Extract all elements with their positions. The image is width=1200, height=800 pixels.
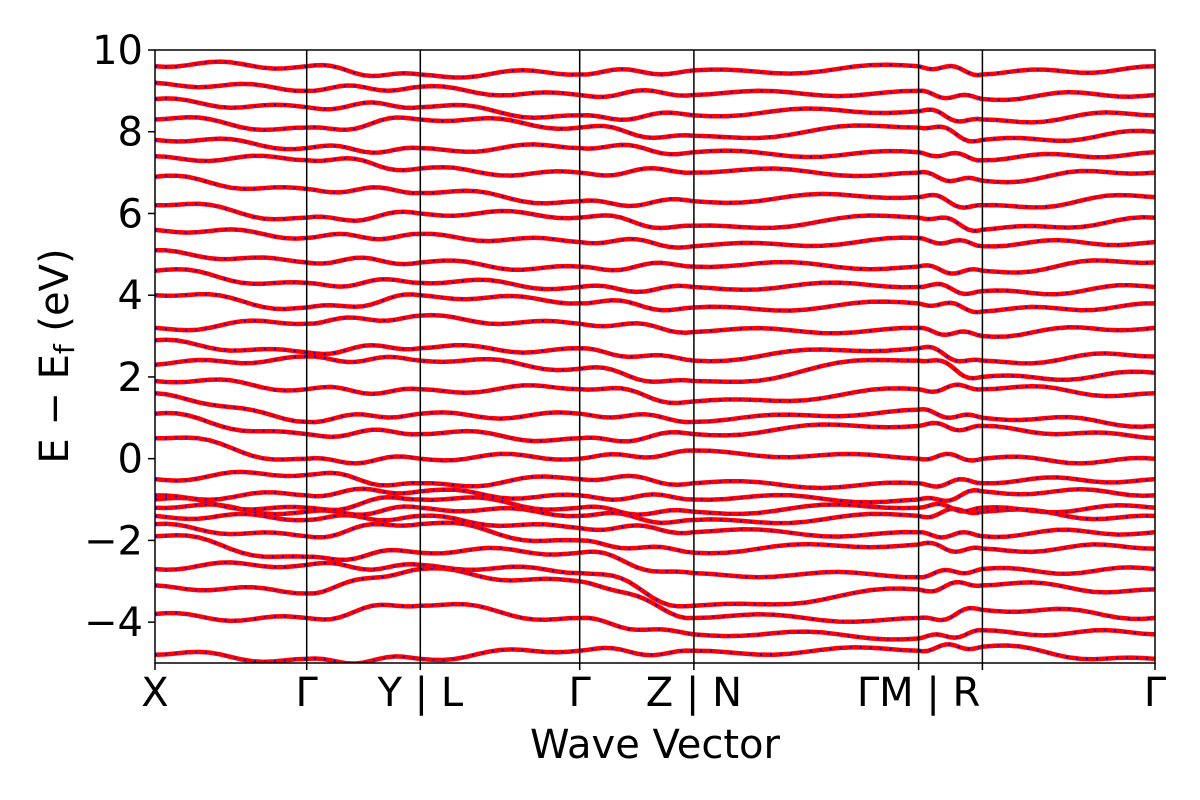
x-tick-label: Γ [1144, 670, 1167, 716]
band-line-red-19 [155, 266, 1155, 297]
band-line-blue-3 [155, 561, 1155, 608]
x-tick-label: Z | N [646, 670, 742, 716]
y-tick-label: 0 [118, 437, 143, 483]
band-line-blue-15 [155, 355, 1155, 383]
band-line-blue-10 [155, 470, 1155, 490]
band-line-red-2 [155, 566, 1155, 625]
band-line-blue-25 [155, 137, 1155, 162]
band-line-blue-16 [155, 338, 1155, 365]
band-line-blue-4 [155, 534, 1155, 579]
y-tick-label: 10 [92, 28, 143, 74]
band-line-blue-6 [155, 512, 1155, 539]
band-line-blue-29 [155, 60, 1155, 79]
y-tick-label: −4 [84, 600, 143, 646]
y-axis-label-subscript: f [48, 343, 81, 354]
band-line-blue-28 [155, 81, 1155, 101]
band-line-blue-0 [155, 643, 1155, 663]
band-line-blue-5 [155, 521, 1155, 555]
x-tick-label: Γ [296, 670, 319, 716]
band-line-blue-2 [155, 567, 1155, 623]
band-line-blue-17 [155, 314, 1155, 338]
band-line-blue-27 [155, 97, 1155, 124]
band-line-red-12 [155, 410, 1155, 444]
x-axis-label: Wave Vector [530, 722, 781, 768]
band-line-red-26 [155, 115, 1155, 144]
band-lines [155, 59, 1155, 663]
y-axis-ticks: −4 −2 0 2 4 6 8 10 [84, 28, 155, 646]
y-tick-label: 4 [118, 273, 143, 319]
y-tick-label: 2 [118, 355, 143, 401]
y-tick-label: 6 [118, 191, 143, 237]
plot-frame [154, 49, 1156, 664]
band-line-red-23 [155, 173, 1155, 210]
y-tick-label: 8 [118, 110, 143, 156]
x-tick-label: X [141, 670, 168, 716]
x-tick-label: Y | L [376, 670, 463, 716]
band-line-blue-20 [155, 249, 1155, 275]
band-line-blue-21 [155, 228, 1155, 249]
band-line-red-29 [155, 59, 1155, 80]
band-line-red-14 [155, 377, 1155, 406]
band-line-red-0 [155, 642, 1155, 663]
band-line-red-4 [155, 532, 1155, 580]
band-line-red-18 [155, 292, 1155, 315]
y-axis-label-main: E − E [32, 354, 78, 464]
y-axis-label: E − Ef (eV) [32, 248, 81, 463]
y-tick-label: −2 [84, 518, 143, 564]
kpoint-divider-lines [305, 50, 984, 663]
band-line-blue-9 [155, 487, 1155, 504]
x-tick-label: ΓM | R [857, 670, 981, 716]
band-line-blue-1 [155, 603, 1155, 641]
band-line-red-17 [155, 312, 1155, 340]
y-axis-label-unit: (eV) [32, 248, 78, 344]
band-line-red-25 [155, 136, 1155, 163]
band-line-red-11 [155, 435, 1155, 466]
band-line-red-13 [155, 391, 1155, 429]
band-line-blue-24 [155, 154, 1155, 184]
band-line-red-8 [155, 494, 1155, 517]
x-axis-ticks: X Γ Y | L Γ Z | N ΓM | R Γ [141, 663, 1167, 716]
x-tick-label: Γ [569, 670, 592, 716]
band-line-red-22 [155, 201, 1155, 234]
